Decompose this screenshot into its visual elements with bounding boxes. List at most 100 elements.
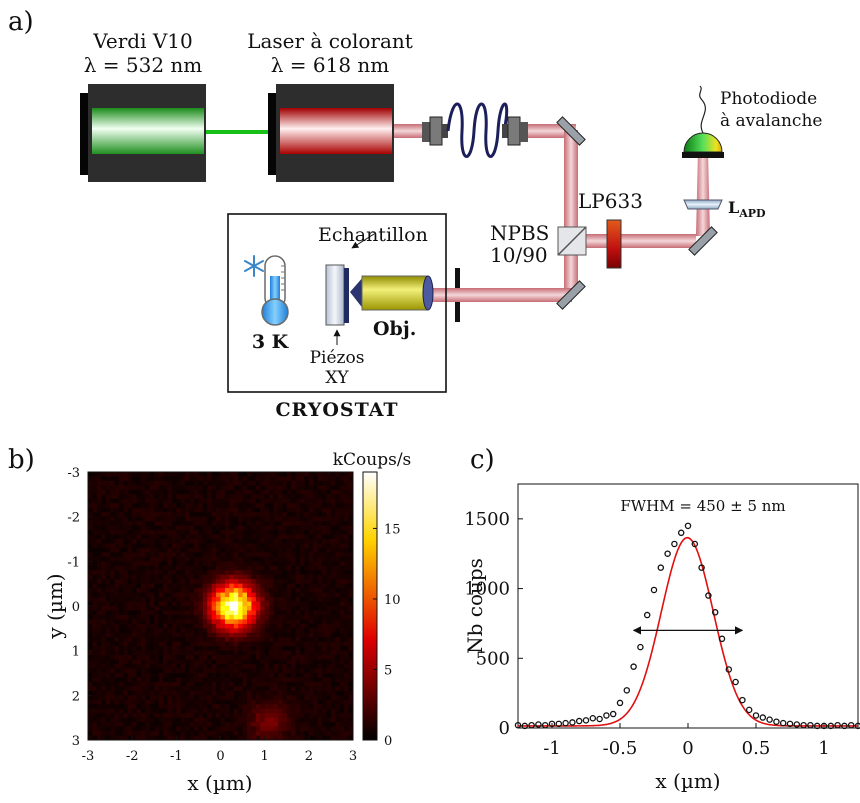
data-point [834, 721, 841, 729]
data-point [718, 635, 726, 643]
profile-data-points [514, 522, 860, 730]
optical-fiber [446, 102, 509, 158]
profile-x-tick: 0 [682, 738, 693, 759]
data-point [773, 718, 780, 725]
avalanche-photodiode [682, 85, 724, 158]
data-point [671, 540, 678, 548]
piezo-stage [325, 264, 345, 326]
profile-x-tick: -1 [543, 738, 561, 759]
heatmap-xlabel: x (µm) [187, 771, 252, 795]
heatmap-ylabel: y (µm) [43, 573, 67, 639]
mirror-bottom [556, 280, 586, 310]
data-point [596, 715, 603, 723]
data-point [841, 722, 848, 730]
heatmap-y-tick: 1 [72, 645, 80, 660]
data-point [575, 717, 583, 725]
iris [455, 268, 460, 322]
data-point [779, 719, 787, 727]
snowflake-icon [244, 255, 264, 277]
profile-xlabel: x (µm) [655, 769, 720, 793]
heatmap-x-tick: -3 [82, 749, 95, 764]
verdi-wavelength: λ = 532 nm [84, 53, 203, 77]
data-point [847, 721, 855, 729]
profile-x-tick: 0.5 [742, 738, 771, 759]
heatmap-x-tick: -1 [170, 749, 183, 764]
data-point [630, 663, 637, 670]
panel-a: a) Verdi V10 λ = 532 nm Laser à colorant… [8, 7, 822, 421]
data-point [562, 719, 569, 727]
data-point [732, 678, 739, 686]
data-point [698, 564, 705, 571]
cryostat-label: CRYOSTAT [275, 399, 398, 421]
data-point [691, 540, 699, 548]
heatmap-y-tick: -2 [67, 511, 80, 526]
profile-x-ticks: -1 -0.5 0 0.5 1 [543, 723, 830, 759]
heatmap-x-tick: -2 [126, 749, 139, 764]
profile-ylabel: Nb coups [463, 558, 487, 654]
npbs-label: NPBS [490, 221, 549, 245]
data-point [548, 720, 556, 728]
piezo-label-1: Piézos [310, 348, 365, 368]
panel-a-label: a) [8, 7, 34, 37]
profile-axes-frame [517, 483, 859, 729]
colorbar [362, 471, 378, 741]
data-point [589, 714, 597, 722]
sample-label: Echantillon [318, 224, 428, 246]
heatmap-y-tick: 2 [72, 689, 80, 704]
data-point [535, 721, 542, 728]
data-point [827, 722, 835, 730]
heatmap-y-tick: 0 [72, 600, 80, 615]
profile-y-tick: 500 [476, 648, 510, 669]
green-beam [206, 130, 272, 134]
data-point [739, 696, 746, 704]
heatmap-y-tick: 3 [72, 734, 80, 749]
photodiode-label-2: à avalanche [720, 111, 822, 131]
data-point [807, 721, 814, 729]
panel-c: c) -1 -0.5 0 0.5 1 0 500 1000 1500 FWHM = 450 ±… [463, 445, 860, 793]
sample-arrow [351, 233, 375, 249]
temperature-label: 3 K [252, 331, 290, 353]
cryostat-box [227, 213, 447, 393]
data-point [528, 721, 535, 729]
data-point [555, 720, 563, 728]
data-point [569, 719, 576, 726]
data-point [759, 714, 767, 721]
data-point [711, 609, 719, 616]
data-point [541, 721, 549, 729]
dye-laser [268, 84, 394, 182]
sample-plate [344, 268, 349, 323]
data-point [643, 611, 651, 619]
colorbar-tick: 5 [384, 663, 392, 678]
apd-lens [683, 199, 723, 210]
objective-label: Obj. [373, 318, 416, 340]
fiber-coupler-in [422, 116, 448, 146]
data-point [705, 592, 712, 599]
fiber-coupler-out [502, 116, 528, 146]
data-point [514, 721, 522, 729]
beam-segment [394, 124, 426, 138]
data-point [800, 721, 807, 729]
profile-y-tick: 0 [499, 718, 510, 739]
data-point [854, 722, 860, 730]
data-point [725, 666, 733, 673]
data-point [745, 706, 753, 714]
apd-lens-label: LAPD [728, 198, 766, 220]
verdi-name: Verdi V10 [92, 29, 192, 53]
heatmap-x-ticks: -3 -2 -1 0 1 2 3 [82, 736, 357, 764]
objective-lens [350, 275, 434, 311]
heatmap-y-tick: -1 [67, 555, 80, 570]
data-point [677, 529, 685, 537]
thermometer-icon [261, 255, 289, 326]
data-point [793, 721, 801, 728]
data-point [582, 717, 590, 724]
colorbar-tick: 15 [384, 522, 401, 537]
data-point [664, 550, 671, 557]
heatmap-y-ticks: -3 -2 -1 0 1 2 3 [67, 466, 92, 749]
npbs-ratio: 10/90 [490, 243, 548, 267]
colorbar-ticks: 0 5 10 15 [373, 522, 401, 749]
heatmap-cells [88, 472, 354, 741]
data-point [752, 712, 760, 719]
data-point [813, 722, 821, 730]
red-beam-path [432, 124, 710, 302]
heatmap-y-tick: -3 [67, 466, 80, 481]
